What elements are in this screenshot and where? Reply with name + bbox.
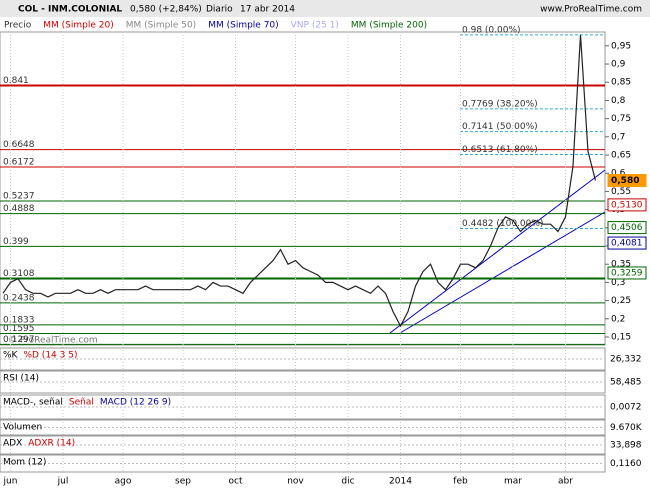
panel-value: 0,0072: [610, 403, 642, 413]
fib-label: 0.7141 (50.00%): [462, 122, 538, 132]
level-label: 0.1833: [3, 315, 35, 325]
panel-value: 33,898: [610, 441, 642, 451]
price-badge: [607, 236, 647, 250]
y-tick-label: 0,15: [611, 332, 631, 342]
legend-entry: MM (Simple 70): [208, 21, 278, 31]
panel-title: ADXR (14): [28, 439, 75, 449]
level-label: 0.5237: [3, 191, 35, 201]
panel-badge: [608, 439, 648, 451]
panel-title: Mom (12): [3, 458, 46, 468]
site: www.ProRealTime.com: [540, 5, 642, 15]
x-tick-label: nov: [287, 477, 304, 487]
x-tick-label: feb: [453, 477, 468, 487]
fib-label: 0.98 (0.00%): [462, 25, 521, 35]
price-badge: [607, 221, 647, 235]
instrument: COL - INM.COLONIAL: [18, 5, 122, 15]
x-tick-label: dic: [341, 477, 354, 487]
x-tick-label: sep: [175, 477, 191, 487]
y-tick-label: 0,65: [611, 151, 631, 161]
y-tick-label: 0,3: [611, 278, 625, 288]
plot-frame: [0, 31, 606, 346]
y-tick-label: 0,7: [611, 132, 625, 142]
y-tick-label: 0,6: [611, 169, 626, 179]
x-tick-label: jun: [3, 477, 18, 487]
panel-title: %K: [3, 351, 19, 361]
x-tick-label: jul: [57, 477, 69, 487]
channel-line: [389, 169, 606, 334]
legend-entry: Precio: [4, 21, 32, 31]
panel-title: MACD (12 26 9): [100, 398, 171, 408]
level-label: 0.1297: [3, 335, 35, 345]
price: 0,580 (+2,84%): [130, 5, 202, 15]
x-tick-label: mar: [504, 477, 522, 487]
price-badge: [607, 266, 647, 280]
panel-title: MACD-, señal: [3, 398, 63, 408]
header-bar: [0, 0, 650, 17]
badge-label: 0,580: [611, 176, 639, 186]
panel-title: Volumen: [3, 423, 42, 433]
price-badge: [607, 173, 647, 187]
y-tick-label: 0,35: [611, 260, 631, 270]
x-tick-label: abr: [558, 477, 573, 487]
y-tick-label: 0,75: [611, 114, 631, 124]
period: Diario: [206, 5, 233, 15]
fib-label: 0.4482 (100.00%): [462, 219, 543, 229]
level-label: 0.6648: [3, 140, 35, 150]
level-label: 0.2438: [3, 293, 35, 303]
legend-entry: MM (Simple 20): [43, 21, 113, 31]
panel-title: Señal: [69, 398, 94, 408]
x-tick-label: oct: [229, 477, 243, 487]
badge-label: 0,5130: [611, 200, 643, 210]
badge-label: 0,4081: [611, 239, 643, 249]
panel-badge: [608, 376, 648, 388]
level-label: 0.6172: [3, 157, 35, 167]
x-tick-label: 2014: [389, 477, 412, 487]
level-label: 0.1595: [3, 324, 35, 334]
panel-value: 0,1160: [610, 459, 642, 469]
price-badge: [607, 198, 647, 212]
y-tick-label: 0,85: [611, 78, 631, 88]
panel-value: 26,332: [610, 355, 642, 365]
panel-badge: [608, 457, 648, 470]
legend-entry: MM (Simple 200): [351, 21, 427, 31]
panel-title: ADX: [3, 439, 22, 449]
panel-badge: [608, 353, 648, 365]
date: 17 abr 2014: [240, 5, 295, 15]
fib-label: 0.6513 (61.80%): [462, 145, 538, 155]
channel-line: [399, 211, 606, 334]
panel-badge: [608, 421, 648, 434]
legend-entry: VNP (25 1): [291, 21, 339, 31]
y-tick-label: 0,8: [611, 96, 626, 106]
level-label: 0.4888: [3, 204, 35, 214]
level-label: 0.399: [3, 237, 29, 247]
x-tick-label: ago: [115, 477, 132, 487]
y-tick-label: 0,25: [611, 296, 631, 306]
level-label: 0.841: [3, 76, 29, 86]
badge-label: 0,4506: [611, 223, 643, 233]
y-tick-label: 0,9: [611, 60, 626, 70]
panel-value: 9.670K: [610, 423, 643, 433]
price-line: [2, 34, 597, 328]
y-tick-label: 0,95: [611, 41, 631, 51]
fib-label: 0.7769 (38.20%): [462, 99, 538, 109]
legend-entry: MM (Simple 50): [126, 21, 196, 31]
panel-title: %D (14 3 5): [23, 351, 77, 361]
panel-value: 58,485: [610, 378, 642, 388]
y-tick-label: 0,2: [611, 314, 625, 324]
panel-title: RSI (14): [3, 374, 39, 384]
y-tick-label: 0,55: [611, 187, 631, 197]
badge-label: 0,3259: [611, 268, 643, 278]
panel-badge: [608, 401, 648, 413]
level-label: 0.3108: [3, 269, 35, 279]
watermark: © ProRealTime.com: [8, 336, 98, 346]
